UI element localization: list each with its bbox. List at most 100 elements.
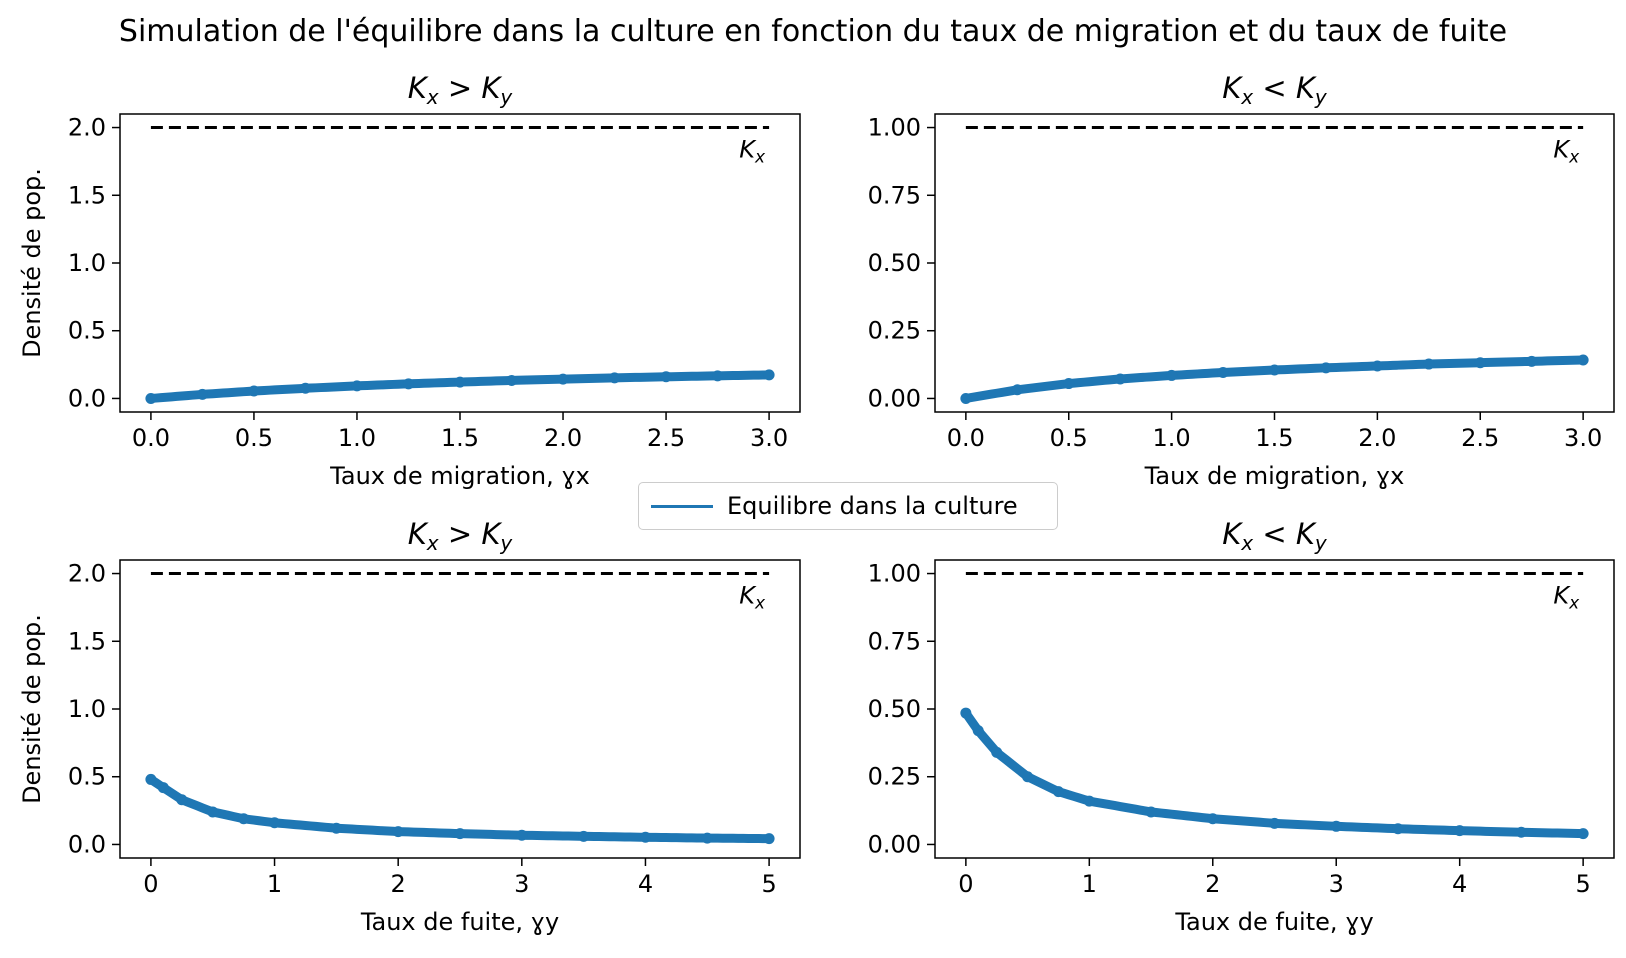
series-equilibre-point [1145,806,1157,818]
series-equilibre-point [1371,360,1383,372]
x-tick-label: 1.5 [1255,424,1293,452]
series-equilibre-point [1063,378,1075,390]
series-equilibre-point [299,382,311,394]
x-tick-label: 2.0 [544,424,582,452]
series-equilibre-point [1577,354,1589,366]
x-tick-label: 0 [958,870,973,898]
figure-title: Simulation de l'équilibre dans la cultur… [118,14,1508,49]
series-equilibre-point [972,725,984,737]
series-equilibre-point [1454,825,1466,837]
x-tick-label: 2.0 [1358,424,1396,452]
series-equilibre-point [1166,369,1178,381]
y-tick-label: 0.00 [868,830,921,858]
y-tick-label: 0.50 [868,249,921,277]
x-axis-label: Taux de migration, ɣx [1144,462,1405,490]
x-axis-label: Taux de fuite, ɣy [1174,908,1373,936]
series-equilibre-point [402,378,414,390]
subplot-title: Kx > Ky [408,71,514,109]
series-equilibre-point [763,369,775,381]
y-tick-label: 1.5 [68,181,106,209]
y-tick-label: 1.0 [68,695,106,723]
subplot-title: Kx < Ky [1222,71,1328,109]
x-tick-label: 0.5 [235,424,273,452]
series-equilibre-point [701,832,713,844]
series-equilibre-point [196,388,208,400]
y-tick-label: 0.0 [68,384,106,412]
axes-frame [934,559,1615,859]
x-tick-label: 1.5 [441,424,479,452]
y-tick-label: 0.50 [868,695,921,723]
x-tick-label: 2.5 [1461,424,1499,452]
series-equilibre-point [1320,362,1332,374]
series-equilibre-point [1083,795,1095,807]
x-axis-label: Taux de fuite, ɣy [360,908,559,936]
series-equilibre-point [609,372,621,384]
y-tick-label: 0.5 [68,317,106,345]
x-tick-label: 0.0 [947,424,985,452]
x-tick-label: 5 [761,870,776,898]
x-tick-label: 2.5 [647,424,685,452]
series-equilibre-point [660,371,672,383]
y-tick-label: 1.5 [68,627,106,655]
subplot-1: 0.0 0.5 1.0 1.5 2.0 2.5 3.0 0.0 0.5 1.0 1.5 2.0 Kx >… [18,71,801,490]
series-equilibre-point [1577,828,1589,840]
series-equilibre-point [1515,826,1527,838]
y-axis-label: Densité de pop. [18,614,46,804]
series-equilibre-point [330,822,342,834]
x-tick-label: 0.5 [1050,424,1088,452]
series-equilibre-point [960,707,972,719]
x-tick-label: 0.0 [132,424,170,452]
series-equilibre-point [351,380,363,392]
series-equilibre-point [157,782,169,794]
series-equilibre-point [207,806,219,818]
reference-label-kx: Kx [739,582,766,614]
x-tick-label: 3 [514,870,529,898]
y-axis-label: Densité de pop. [18,168,46,358]
x-tick-label: 4 [1452,870,1467,898]
x-tick-label: 3 [1329,870,1344,898]
subplot-2: 0.0 0.5 1.0 1.5 2.0 2.5 3.0 0.00 0.25 0.50 0.75 1.0… [868,71,1615,490]
x-tick-label: 2 [1205,870,1220,898]
reference-label-kx: Kx [1553,136,1580,168]
series-equilibre-point [1114,373,1126,385]
series-equilibre-point [1526,355,1538,367]
series-equilibre-point [1474,357,1486,369]
series-equilibre-point [454,828,466,840]
x-tick-label: 0 [143,870,158,898]
series-equilibre-point [712,370,724,382]
x-tick-label: 4 [638,870,653,898]
axes-frame [119,113,801,413]
legend-line-swatch [651,504,713,508]
subplot-3: 0 1 2 3 4 5 0.0 0.5 1.0 1.5 2.0 Kx > Ky Taux de fuit… [18,517,801,936]
series-equilibre-curve [961,708,1588,839]
y-tick-label: 0.0 [68,830,106,858]
y-tick-label: 1.00 [868,560,921,588]
series-equilibre-point [1423,358,1435,370]
y-tick-label: 0.25 [868,317,921,345]
y-tick-label: 1.00 [868,114,921,142]
series-equilibre-point [639,831,651,843]
x-tick-label: 3.0 [750,424,788,452]
series-equilibre-point [238,813,250,825]
series-equilibre-point [1011,384,1023,396]
series-equilibre-point [763,833,775,845]
series-equilibre-point [176,794,188,806]
series-equilibre-point [248,385,260,397]
x-tick-label: 3.0 [1564,424,1602,452]
y-tick-label: 2.0 [68,114,106,142]
y-tick-label: 1.0 [68,249,106,277]
reference-label-kx: Kx [1553,582,1580,614]
reference-label-kx: Kx [739,136,766,168]
series-equilibre-point [557,373,569,385]
y-tick-label: 2.0 [68,560,106,588]
legend-label: Equilibre dans la culture [727,492,1018,520]
y-tick-label: 0.75 [868,181,921,209]
series-equilibre-point [1330,820,1342,832]
y-tick-label: 0.75 [868,627,921,655]
legend: Equilibre dans la culture [638,482,1058,530]
x-tick-label: 5 [1575,870,1590,898]
series-equilibre-point [991,746,1003,758]
series-equilibre-point [454,376,466,388]
x-tick-label: 2 [391,870,406,898]
